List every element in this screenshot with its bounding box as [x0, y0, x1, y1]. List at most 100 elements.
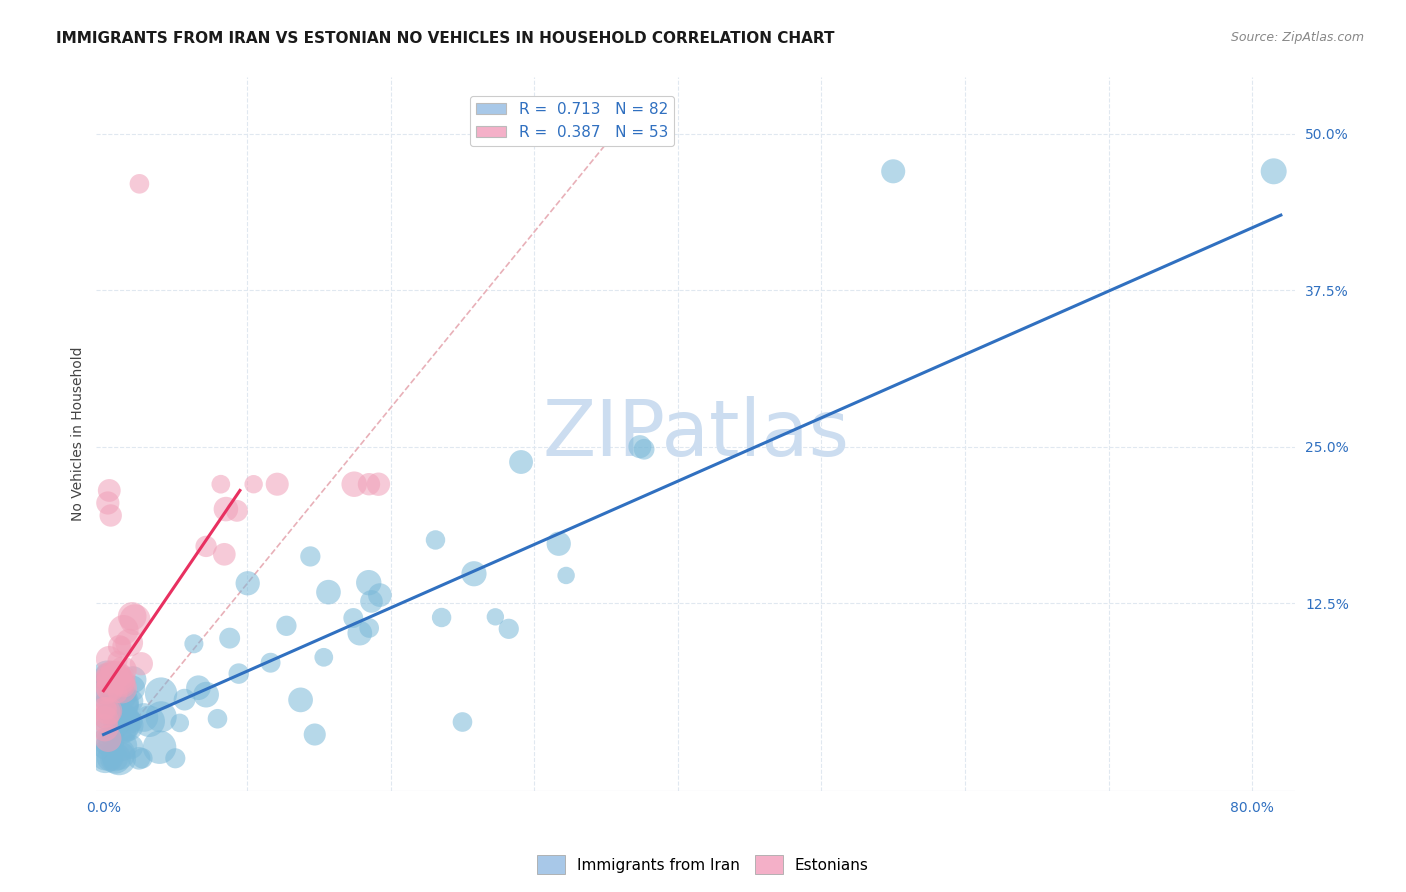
Point: [225, 504, 247, 518]
Point: [169, 715, 191, 730]
Point: [104, 751, 127, 765]
Point: [111, 671, 134, 685]
Point: [131, 751, 153, 765]
Point: [94, 684, 117, 698]
Point: [107, 667, 129, 681]
Point: [111, 739, 134, 753]
Point: [131, 657, 153, 671]
Point: [96, 668, 118, 682]
Point: [96, 737, 118, 751]
Point: [259, 656, 281, 670]
Point: [209, 477, 232, 491]
Point: [111, 721, 134, 735]
Point: [103, 697, 125, 711]
Point: [98, 681, 121, 695]
Point: [165, 751, 187, 765]
Point: [110, 672, 132, 686]
Point: [215, 502, 238, 516]
Point: [105, 714, 128, 729]
Point: [547, 537, 569, 551]
Point: [94, 749, 117, 764]
Point: [120, 714, 142, 729]
Text: ZIPatlas: ZIPatlas: [543, 396, 849, 472]
Point: [173, 692, 195, 706]
Point: [115, 718, 138, 732]
Point: [357, 575, 380, 590]
Point: [94, 681, 117, 695]
Point: [195, 540, 218, 554]
Point: [128, 177, 150, 191]
Point: [94, 669, 117, 683]
Point: [110, 689, 132, 703]
Point: [463, 566, 485, 581]
Point: [242, 477, 264, 491]
Legend: Immigrants from Iran, Estonians: Immigrants from Iran, Estonians: [531, 849, 875, 880]
Point: [98, 652, 121, 666]
Point: [304, 727, 326, 741]
Point: [98, 723, 121, 737]
Point: [118, 636, 141, 650]
Point: [94, 721, 117, 735]
Point: [112, 623, 135, 637]
Point: [187, 681, 209, 695]
Point: [105, 668, 128, 682]
Point: [121, 681, 143, 696]
Point: [150, 687, 173, 701]
Point: [359, 621, 381, 635]
Point: [882, 164, 904, 178]
Point: [228, 666, 250, 681]
Point: [111, 681, 134, 696]
Point: [115, 708, 138, 723]
Point: [108, 640, 131, 654]
Point: [114, 724, 136, 739]
Point: [100, 508, 122, 523]
Point: [94, 738, 117, 752]
Point: [425, 533, 447, 547]
Point: [195, 688, 218, 702]
Point: [108, 747, 131, 761]
Point: [349, 626, 371, 640]
Point: [111, 696, 134, 710]
Point: [98, 751, 121, 765]
Point: [97, 672, 120, 686]
Point: [96, 669, 118, 683]
Point: [98, 673, 121, 687]
Point: [96, 703, 118, 717]
Y-axis label: No Vehicles in Household: No Vehicles in Household: [72, 347, 86, 522]
Point: [214, 547, 236, 561]
Point: [148, 740, 170, 755]
Point: [94, 701, 117, 715]
Point: [555, 568, 578, 582]
Point: [117, 712, 139, 726]
Point: [100, 666, 122, 681]
Point: [103, 710, 125, 724]
Point: [94, 706, 117, 720]
Point: [318, 585, 340, 599]
Point: [207, 712, 229, 726]
Point: [128, 751, 150, 765]
Point: [111, 677, 134, 691]
Point: [111, 669, 134, 683]
Point: [98, 674, 121, 689]
Point: [368, 588, 391, 602]
Point: [112, 679, 135, 693]
Point: [98, 731, 121, 746]
Point: [117, 718, 139, 732]
Point: [276, 619, 298, 633]
Point: [633, 442, 655, 457]
Point: [498, 622, 520, 636]
Point: [484, 610, 506, 624]
Point: [1263, 164, 1285, 178]
Point: [138, 714, 160, 729]
Point: [97, 710, 120, 724]
Point: [104, 751, 127, 765]
Point: [107, 686, 129, 700]
Point: [94, 750, 117, 764]
Text: Source: ZipAtlas.com: Source: ZipAtlas.com: [1230, 31, 1364, 45]
Point: [367, 477, 389, 491]
Point: [94, 694, 117, 708]
Point: [451, 714, 474, 729]
Point: [98, 681, 121, 696]
Point: [94, 665, 117, 680]
Point: [114, 698, 136, 713]
